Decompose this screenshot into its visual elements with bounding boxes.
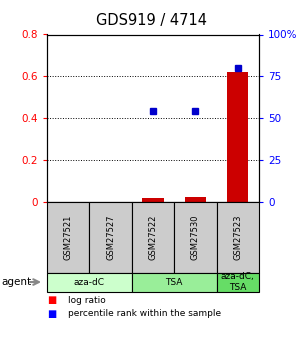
Text: GDS919 / 4714: GDS919 / 4714	[96, 13, 207, 28]
Bar	[185, 197, 206, 202]
Text: ■: ■	[47, 309, 56, 319]
Text: GSM27527: GSM27527	[106, 215, 115, 260]
Text: ■: ■	[47, 295, 56, 305]
Text: GSM27521: GSM27521	[64, 215, 73, 260]
Text: GSM27530: GSM27530	[191, 215, 200, 260]
Text: TSA: TSA	[165, 277, 183, 287]
Bar	[142, 198, 164, 202]
Bar	[227, 72, 248, 202]
Text: aza-dC,
TSA: aza-dC, TSA	[221, 272, 255, 292]
Text: agent: agent	[2, 277, 32, 287]
Text: log ratio: log ratio	[68, 296, 106, 305]
Text: GSM27522: GSM27522	[148, 215, 158, 260]
Text: percentile rank within the sample: percentile rank within the sample	[68, 309, 221, 318]
Text: GSM27523: GSM27523	[233, 215, 242, 260]
Text: aza-dC: aza-dC	[74, 277, 105, 287]
